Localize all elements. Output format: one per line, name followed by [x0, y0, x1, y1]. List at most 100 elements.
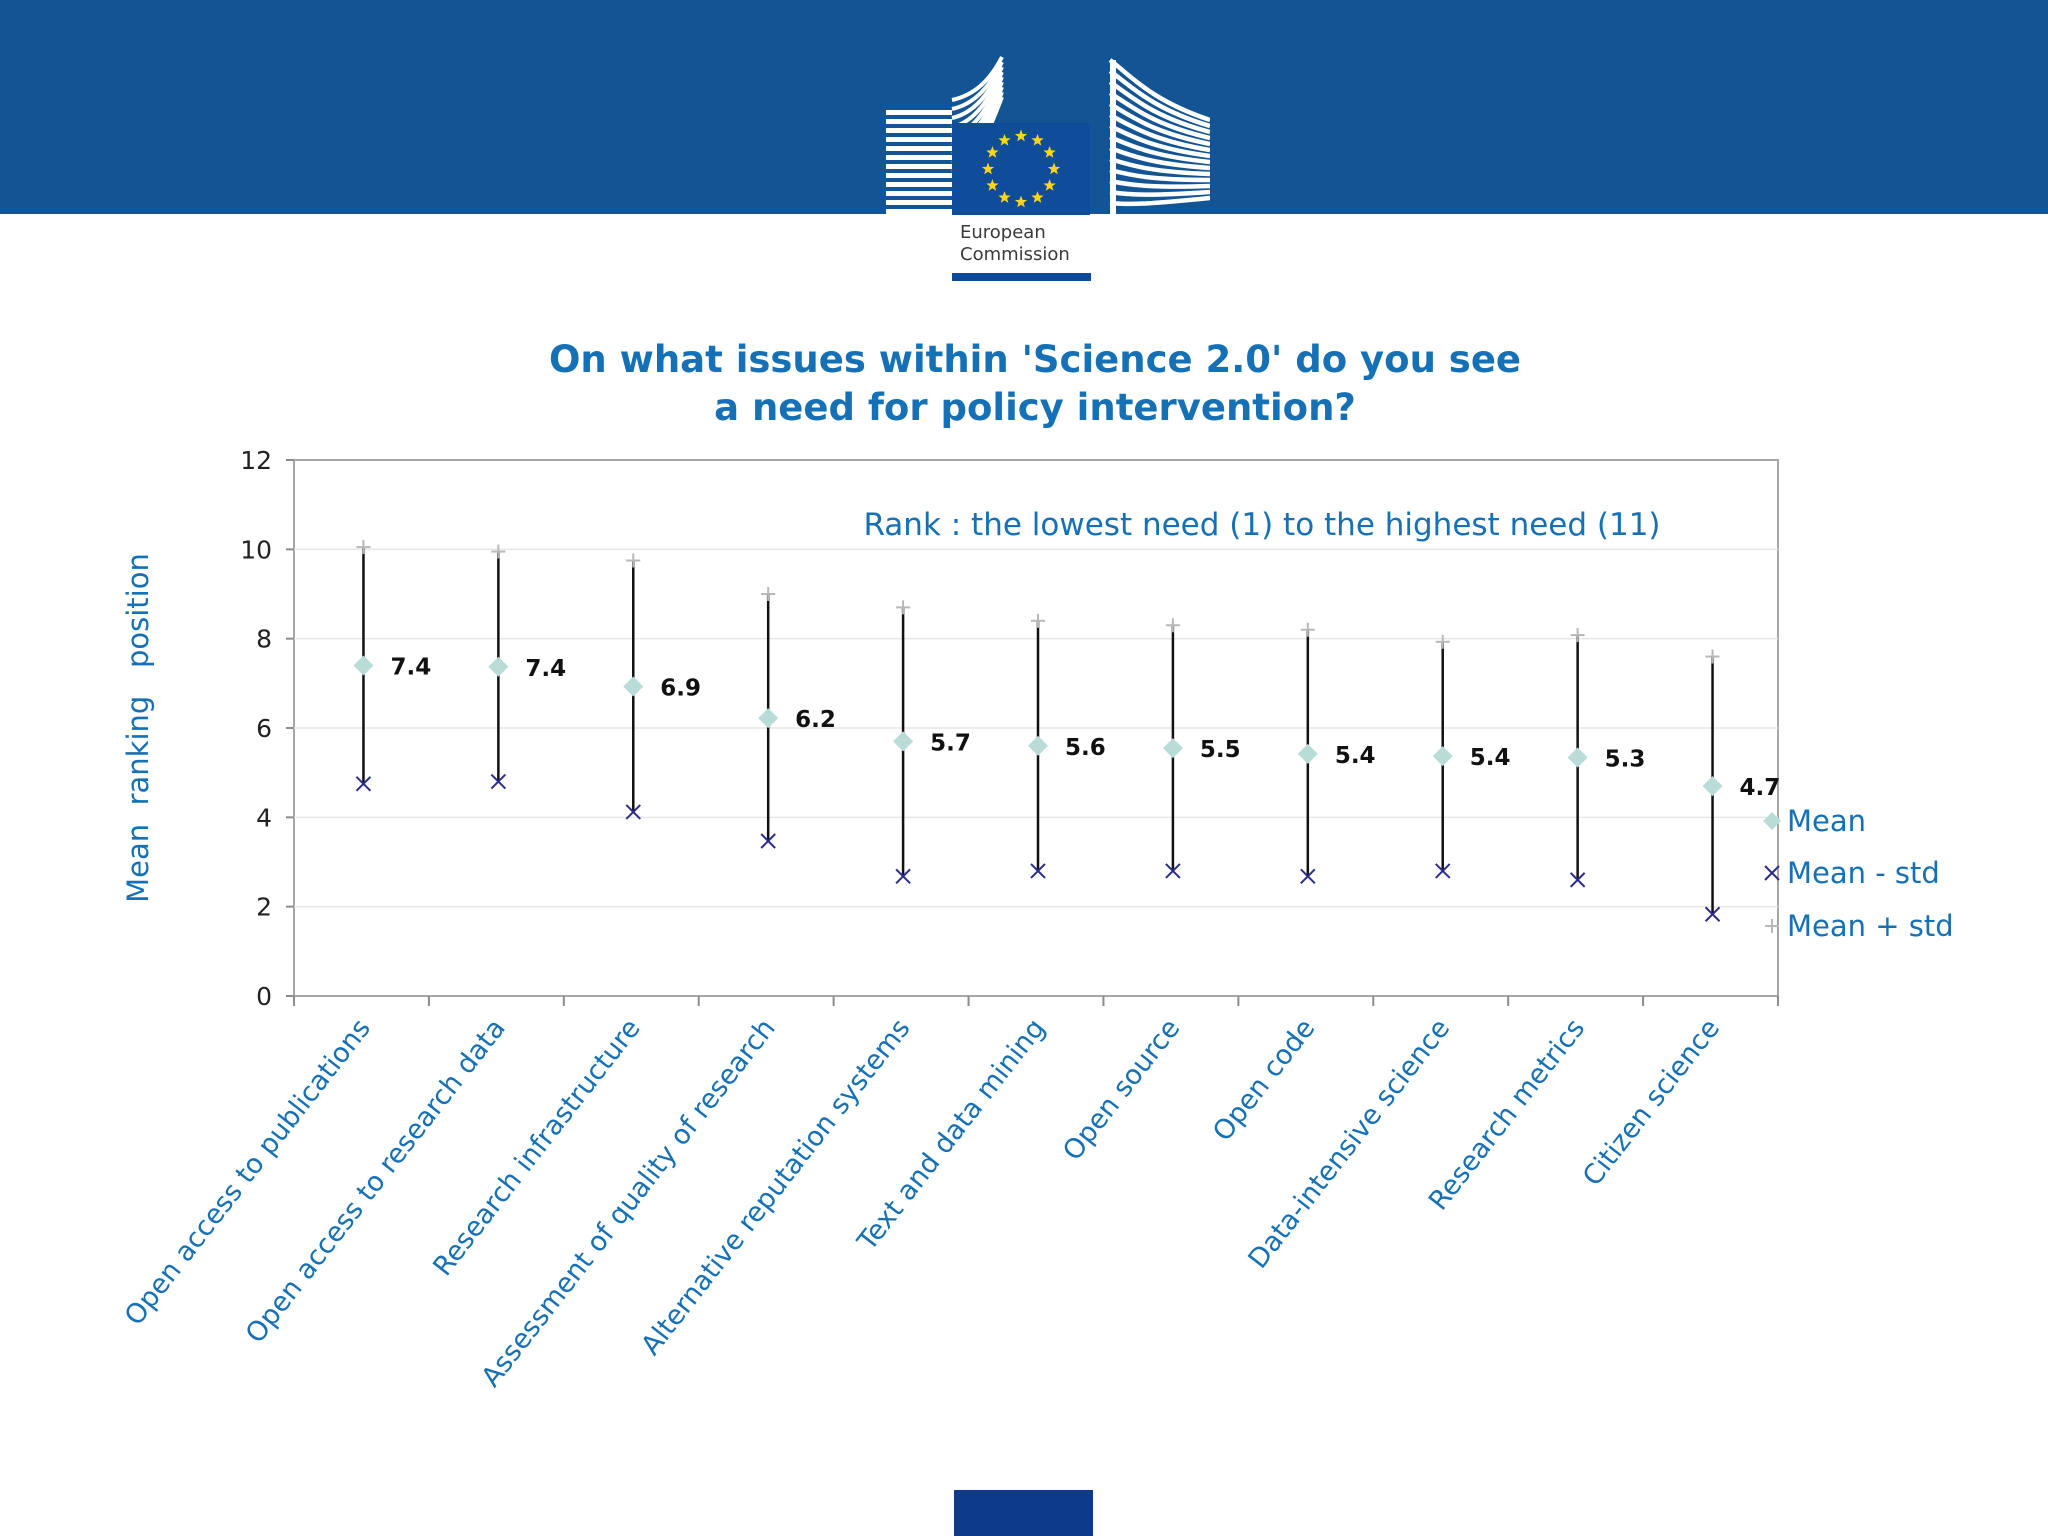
logo-text-line2: Commission [960, 244, 1070, 265]
mean-marker [1297, 743, 1318, 764]
building-curve [1108, 69, 1210, 129]
mean-marker [488, 656, 509, 677]
data-label: 5.4 [1335, 743, 1376, 769]
mean-minus-std-marker [1435, 863, 1451, 879]
legend: Mean Mean - std Mean + std [1763, 804, 1954, 943]
building-line [886, 155, 952, 160]
mean-plus-std-marker [896, 600, 911, 615]
mean-minus-std-marker [490, 773, 507, 790]
chart-title-line1: On what issues within 'Science 2.0' do y… [548, 338, 1522, 381]
y-axis-label: Mean ranking position [121, 553, 155, 903]
logo-text: European Commission [960, 222, 1120, 266]
y-tick-label: 0 [256, 982, 272, 1011]
mean-minus-std-marker [1569, 872, 1586, 888]
mean-minus-std-marker [760, 833, 776, 849]
eu-star-icon [1031, 191, 1044, 203]
x-tick-label: Open code [1207, 1013, 1321, 1147]
eu-star-icon [986, 179, 999, 191]
mean-marker [623, 676, 644, 697]
mean-plus-std-marker [1165, 618, 1180, 633]
gridlines [294, 548, 1778, 908]
mean-marker [1432, 746, 1453, 767]
data-label: 5.5 [1200, 737, 1241, 763]
y-tick-label: 6 [256, 714, 272, 743]
chart-title: On what issues within 'Science 2.0' do y… [0, 336, 2048, 432]
mean-marker [353, 655, 374, 676]
legend-label: Mean + std [1787, 909, 1954, 943]
mean-marker [1028, 735, 1048, 756]
eu-stars-icon [981, 129, 1061, 208]
chart-title-line2: a need for policy intervention? [714, 386, 1356, 429]
eu-star-icon [998, 191, 1011, 203]
european-commission-logo [886, 56, 1210, 215]
building-curve [1109, 134, 1210, 165]
building-curve [1109, 156, 1210, 177]
mean-plus-std-marker [356, 540, 371, 555]
legend-marker-mean-plus-std [1765, 919, 1779, 933]
building-curve [1108, 58, 1210, 123]
eu-star-icon [1014, 195, 1028, 208]
y-tick-label: 2 [256, 893, 272, 922]
mean-minus-std-marker [895, 868, 911, 885]
logo-text-line1: European [960, 222, 1046, 243]
value-labels: 7.4 7.4 6.9 6.2 5.7 5.6 5.5 5.4 5.4 5.3 4.7 [390, 654, 1780, 801]
building-curve [951, 61, 1004, 111]
building-curve [1108, 80, 1210, 135]
data-label: 7.4 [390, 654, 431, 680]
y-tick-label: 8 [256, 625, 272, 654]
building-curve [951, 66, 1004, 120]
building-curve [1108, 91, 1210, 141]
mean-minus-std-marker [1165, 863, 1181, 879]
building-right-icon [1108, 58, 1210, 215]
markers [353, 540, 1723, 922]
mean-plus-std-marker [491, 544, 506, 559]
mean-marker [1567, 747, 1588, 768]
x-tick-label: Assessment of quality of research [476, 1013, 782, 1393]
x-tick-label: Open access to publications [119, 1013, 377, 1331]
y-tick-label: 10 [240, 535, 272, 564]
legend-marker-mean-minus-std [1764, 865, 1780, 881]
x-tick-label: Research metrics [1423, 1013, 1591, 1216]
eu-star-icon [981, 162, 995, 175]
mean-plus-std-marker [1300, 622, 1315, 637]
bottom-blue-block [954, 1490, 1093, 1536]
legend-label: Mean - std [1787, 856, 1940, 890]
building-line [886, 173, 952, 178]
building-line [886, 191, 952, 196]
eu-star-icon [1043, 179, 1056, 191]
mean-plus-std-marker [1031, 613, 1045, 628]
building-line [886, 164, 952, 169]
eu-star-icon [1014, 129, 1028, 142]
mean-minus-std-marker [1300, 868, 1316, 885]
building-curve [1109, 178, 1210, 189]
building-line [886, 182, 952, 187]
mean-minus-std-marker [1030, 863, 1046, 879]
x-tick-label: Open source [1057, 1013, 1186, 1166]
mean-marker [758, 708, 779, 729]
mean-minus-std-marker [1704, 906, 1721, 922]
axis-ticks [286, 459, 1779, 1006]
y-tick-label: 12 [240, 446, 272, 475]
eu-star-icon [998, 133, 1011, 146]
data-label: 5.4 [1470, 745, 1511, 771]
mean-marker [893, 731, 914, 752]
mean-marker [1702, 776, 1723, 797]
mean-plus-std-marker [1570, 628, 1585, 643]
mean-marker [1763, 812, 1781, 830]
eu-star-icon [986, 146, 999, 158]
building-line [886, 200, 952, 205]
data-label: 6.9 [660, 675, 701, 701]
building-curve [1109, 189, 1210, 197]
data-label: 5.3 [1605, 746, 1646, 772]
building-curve [1109, 195, 1210, 207]
building-line [886, 128, 952, 133]
y-tick-labels: 0 2 4 6 8 10 12 [240, 446, 272, 1011]
mean-minus-std-marker [355, 776, 372, 792]
eu-star-icon [1047, 162, 1061, 175]
building-line [886, 110, 952, 115]
data-label: 6.2 [795, 707, 836, 733]
building-curve [1108, 112, 1210, 153]
building-curve [1109, 167, 1210, 183]
